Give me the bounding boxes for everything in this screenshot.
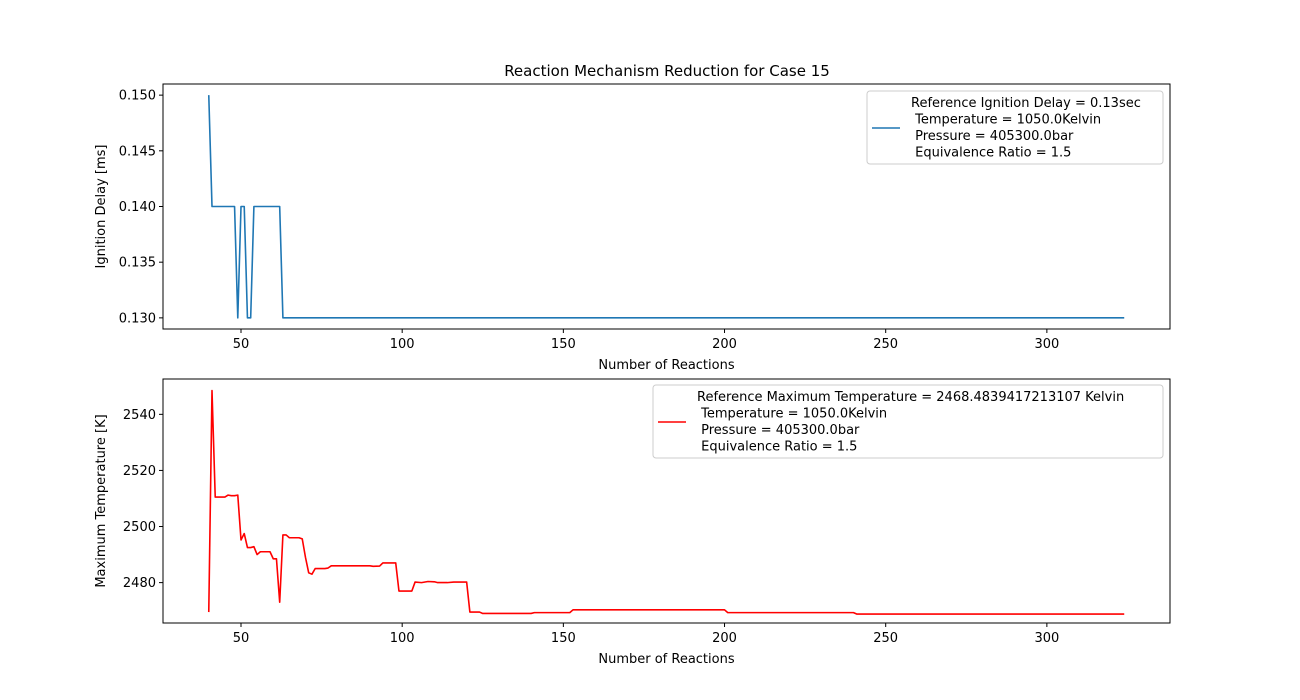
max-temperature-axes: 50 100 150 200 250 300 2480 2500 2520 2540 Number … [94, 378, 1171, 667]
series-line [207, 95, 1125, 319]
axes-frame [162, 83, 1171, 330]
x-axis-label: Number of Reactions [598, 358, 734, 373]
legend-box [652, 384, 1164, 459]
x-tick-label: 150 [551, 631, 576, 646]
y-tick-label: 2520 [123, 464, 156, 479]
y-tick-label: 2540 [123, 408, 156, 423]
legend: Reference Maximum Temperature = 2468.483… [652, 384, 1164, 459]
x-tick-label: 100 [390, 631, 415, 646]
x-tick-label: 100 [390, 337, 415, 352]
y-axis-label: Maximum Temperature [K] [94, 414, 109, 587]
chart-title: Reaction Mechanism Reduction for Case 15 [504, 62, 830, 80]
x-tick-label: 300 [1034, 337, 1059, 352]
y-tick-label: 0.135 [119, 256, 156, 271]
x-tick-label: 250 [873, 631, 898, 646]
x-tick-label: 150 [551, 337, 576, 352]
y-tick-label: 0.145 [119, 144, 156, 159]
y-tick-label: 0.130 [119, 311, 156, 326]
x-tick-label: 50 [233, 337, 250, 352]
x-tick-label: 200 [712, 631, 737, 646]
y-tick-label: 2500 [123, 520, 156, 535]
legend: Reference Ignition Delay = 0.13sec Tempe… [866, 90, 1164, 165]
x-tick-label: 250 [873, 337, 898, 352]
y-tick-label: 0.140 [119, 200, 156, 215]
y-tick-label: 2480 [123, 576, 156, 591]
y-axis-label: Ignition Delay [ms] [94, 145, 109, 269]
axes-frame [162, 378, 1171, 624]
legend-label: Reference Maximum Temperature = 2468.483… [697, 390, 1124, 455]
x-axis-label: Number of Reactions [598, 652, 734, 667]
x-tick-label: 300 [1034, 631, 1059, 646]
x-tick-label: 200 [712, 337, 737, 352]
legend-box [866, 90, 1164, 165]
x-tick-label: 50 [233, 631, 250, 646]
legend-label: Reference Ignition Delay = 0.13sec Tempe… [911, 96, 1141, 161]
series-line [207, 389, 1125, 615]
y-tick-label: 0.150 [119, 89, 156, 104]
ignition-delay-axes: 50 100 150 200 250 300 0.130 0.135 0.140 0.145 0.1… [94, 83, 1171, 373]
